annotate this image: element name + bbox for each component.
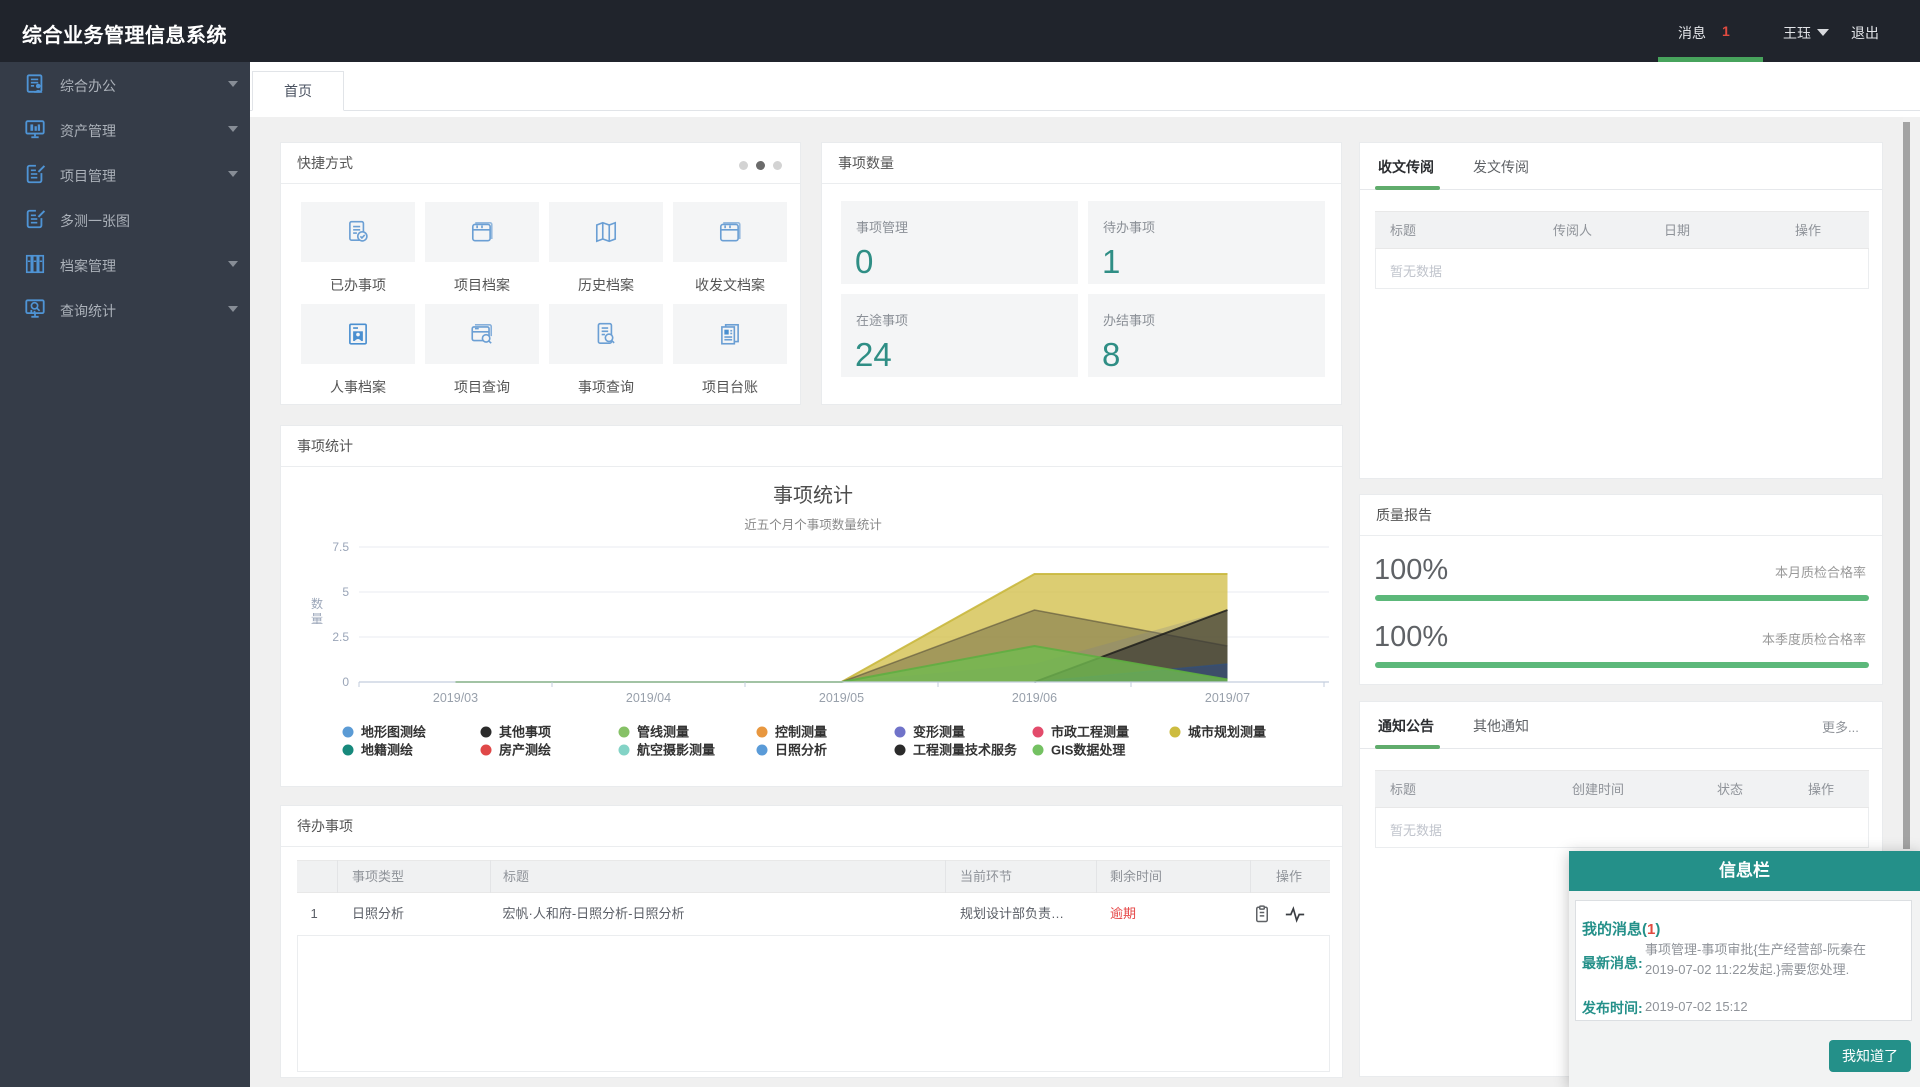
svg-text:量: 量 bbox=[311, 612, 323, 626]
svg-text:2.5: 2.5 bbox=[332, 630, 349, 644]
svg-text:地形图测绘: 地形图测绘 bbox=[361, 725, 426, 740]
svg-text:2019/07: 2019/07 bbox=[1205, 691, 1250, 705]
svg-text:地籍测绘: 地籍测绘 bbox=[361, 743, 413, 758]
svg-text:数: 数 bbox=[311, 596, 323, 611]
svg-text:其他事项: 其他事项 bbox=[499, 725, 551, 740]
svg-text:7.5: 7.5 bbox=[332, 540, 349, 554]
svg-text:2019/05: 2019/05 bbox=[819, 691, 864, 705]
svg-text:近五个月个事项数量统计: 近五个月个事项数量统计 bbox=[744, 517, 882, 532]
svg-text:2019/06: 2019/06 bbox=[1012, 691, 1057, 705]
svg-text:管线测量: 管线测量 bbox=[637, 725, 689, 740]
svg-text:城市规划测量: 城市规划测量 bbox=[1188, 725, 1266, 740]
svg-text:事项统计: 事项统计 bbox=[773, 484, 853, 507]
svg-text:日照分析: 日照分析 bbox=[775, 743, 827, 758]
svg-text:0: 0 bbox=[342, 675, 349, 689]
svg-text:航空摄影测量: 航空摄影测量 bbox=[637, 743, 715, 758]
svg-text:控制测量: 控制测量 bbox=[775, 725, 827, 740]
svg-text:2019/04: 2019/04 bbox=[626, 691, 671, 705]
svg-text:2019/03: 2019/03 bbox=[433, 691, 478, 705]
svg-text:GIS数据处理: GIS数据处理 bbox=[1051, 743, 1125, 758]
svg-text:房产测绘: 房产测绘 bbox=[499, 743, 551, 758]
svg-text:工程测量技术服务: 工程测量技术服务 bbox=[913, 743, 1018, 758]
svg-text:市政工程测量: 市政工程测量 bbox=[1051, 725, 1129, 740]
svg-text:变形测量: 变形测量 bbox=[913, 725, 965, 740]
svg-text:5: 5 bbox=[342, 585, 349, 599]
